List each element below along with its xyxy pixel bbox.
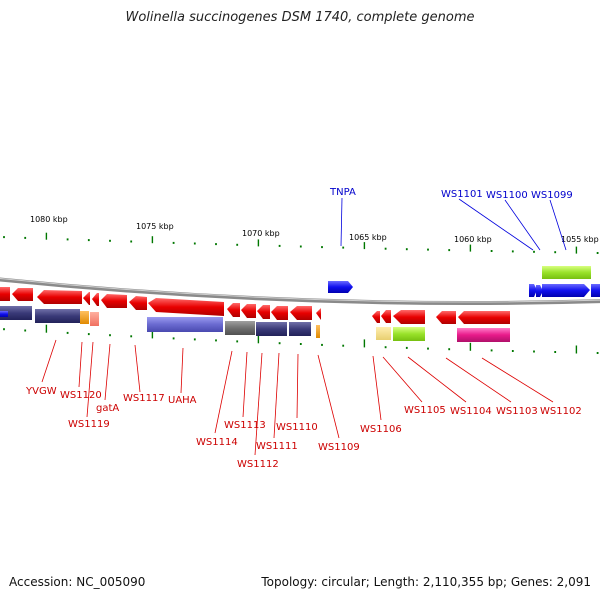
gene-WS1111[interactable] — [271, 306, 288, 320]
feature-box[interactable] — [457, 328, 510, 342]
gene-WS1117[interactable] — [101, 294, 127, 308]
gene-gatA[interactable] — [92, 293, 99, 306]
gene-WS1101[interactable] — [529, 284, 537, 297]
gene-label: WS1099 — [531, 190, 573, 201]
gene-TNPA[interactable] — [328, 281, 353, 293]
scale-label: 1060 kbp — [454, 235, 492, 244]
feature-box[interactable] — [90, 312, 99, 326]
gene-label: WS1113 — [224, 420, 266, 431]
scale-label: 1055 kbp — [561, 235, 599, 244]
gene-label: WS1120 — [60, 390, 102, 401]
accession-text: Accession: NC_005090 — [9, 575, 146, 589]
feature-boxes — [0, 306, 510, 342]
gene-WS1112[interactable] — [257, 305, 270, 319]
gene-WS1106[interactable] — [381, 310, 391, 323]
scale-label: 1070 kbp — [242, 229, 280, 238]
gene-label: WS1114 — [196, 437, 238, 448]
callout-lines-reverse — [41, 339, 554, 456]
feature-box-left-edge[interactable] — [0, 311, 8, 317]
gene-WS1110[interactable] — [290, 306, 312, 320]
gene-label: WS1109 — [318, 442, 360, 453]
scale-label: 1080 kbp — [30, 215, 68, 224]
gene-WS1103[interactable] — [458, 311, 510, 324]
gene-WS1114[interactable] — [227, 303, 240, 317]
gene-label: WS1104 — [450, 406, 492, 417]
feature-box[interactable] — [316, 325, 320, 338]
gene-label: WS1112 — [237, 459, 279, 470]
gene-label: WS1101 — [441, 189, 483, 200]
scale-label: 1065 kbp — [349, 233, 387, 242]
genome-backbone-highlight — [0, 277, 600, 303]
map-title: Wolinella succinogenes DSM 1740, complet… — [125, 10, 475, 25]
gene-label: WS1117 — [123, 393, 165, 404]
feature-box[interactable] — [289, 322, 311, 336]
gene-edge-left[interactable] — [0, 287, 10, 301]
gene-label: WS1103 — [496, 406, 538, 417]
feature-box[interactable] — [376, 327, 391, 340]
scale-labels: 1080 kbp 1075 kbp 1070 kbp 1065 kbp 1060… — [30, 215, 599, 244]
gene-label: WS1111 — [256, 441, 298, 452]
genome-summary-text: Topology: circular; Length: 2,110,355 bp… — [261, 575, 591, 589]
gene-label: WS1105 — [404, 405, 446, 416]
feature-box[interactable] — [393, 327, 425, 341]
feature-box[interactable] — [147, 317, 223, 332]
genome-backbone — [0, 277, 600, 306]
gene-label: UAHA — [168, 395, 197, 406]
gene-WS1106-a[interactable] — [372, 311, 380, 323]
gene-label: gatA — [96, 403, 119, 414]
gene-WS1104[interactable] — [436, 311, 456, 324]
forward-gene-labels: TNPA WS1101 WS1100 WS1099 — [329, 187, 573, 201]
forward-genes — [328, 266, 600, 297]
feature-box[interactable] — [80, 311, 89, 324]
gene-YVGW[interactable] — [12, 288, 33, 301]
callout-lines-forward — [340, 197, 567, 251]
gene-label: WS1102 — [540, 406, 582, 417]
gene-UAHA[interactable] — [148, 298, 224, 316]
gene-UAHA-1[interactable] — [129, 296, 147, 310]
gene-WS1099-feature[interactable] — [542, 266, 591, 279]
scale-label: 1075 kbp — [136, 222, 174, 231]
gene-WS1120[interactable] — [37, 290, 82, 304]
feature-box[interactable] — [35, 309, 80, 323]
gene-WS1113[interactable] — [241, 304, 256, 318]
gene-label: YVGW — [25, 386, 57, 397]
gene-WS1119[interactable] — [83, 292, 90, 305]
feature-box[interactable] — [225, 321, 255, 335]
gene-WS1105[interactable] — [393, 310, 425, 324]
reverse-genes — [0, 287, 510, 324]
gene-WS1100[interactable] — [536, 285, 543, 297]
gene-label: WS1119 — [68, 419, 110, 430]
gene-label: WS1100 — [486, 190, 528, 201]
gene-label: TNPA — [329, 187, 356, 198]
gene-WS1099[interactable] — [542, 284, 590, 297]
outer-tick-row — [3, 232, 599, 254]
gene-forward-edge[interactable] — [591, 284, 600, 297]
gene-WS1109[interactable] — [316, 308, 321, 320]
feature-box[interactable] — [256, 322, 287, 336]
reverse-gene-labels: YVGW WS1120 WS1119 gatA WS1117 UAHA WS11… — [25, 386, 582, 470]
gene-label: WS1110 — [276, 422, 318, 433]
gene-label: WS1106 — [360, 424, 402, 435]
